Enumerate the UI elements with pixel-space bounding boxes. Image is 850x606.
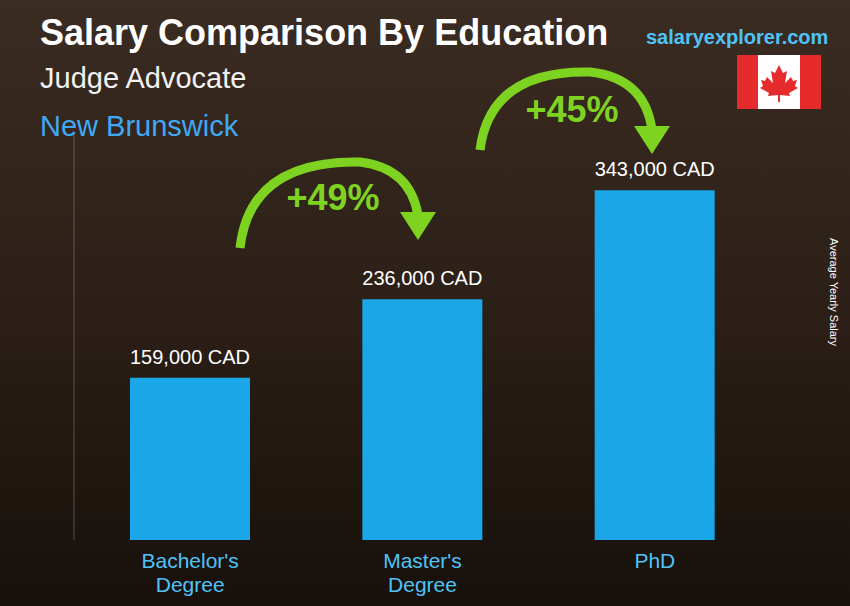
svg-text:236,000 CAD: 236,000 CAD — [362, 267, 482, 289]
svg-text:Bachelor'sDegree: Bachelor'sDegree — [141, 549, 238, 596]
html-text:Average Yearly Salary: Average Yearly Salary — [828, 238, 840, 346]
svg-text:Master'sDegree: Master'sDegree — [383, 549, 462, 596]
html-text:Judge Advocate: Judge Advocate — [40, 62, 247, 94]
svg-text:+45%: +45% — [525, 89, 618, 130]
svg-text:159,000 CAD: 159,000 CAD — [130, 346, 250, 368]
svg-text:PhD: PhD — [634, 549, 675, 572]
html-text:salaryexplorer.com: salaryexplorer.com — [646, 26, 829, 48]
svg-text:+49%: +49% — [286, 177, 379, 218]
svg-text:343,000 CAD: 343,000 CAD — [595, 158, 715, 180]
html-text:New Brunswick: New Brunswick — [40, 110, 239, 142]
html-text:Salary Comparison By Education: Salary Comparison By Education — [40, 12, 609, 53]
